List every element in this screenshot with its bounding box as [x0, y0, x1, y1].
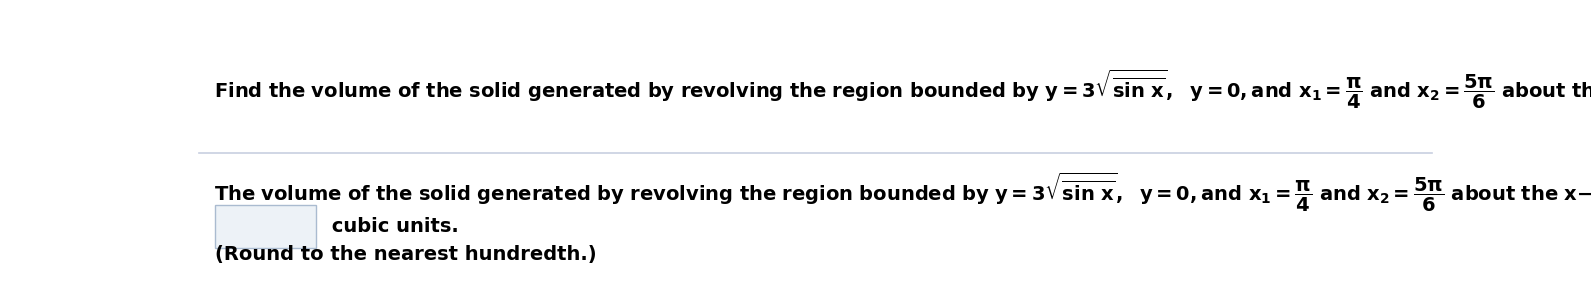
- Text: $\mathbf{The\ volume\ of\ the\ solid\ generated\ by\ revolving\ the\ region\ bou: $\mathbf{The\ volume\ of\ the\ solid\ ge…: [213, 171, 1591, 214]
- FancyBboxPatch shape: [215, 205, 317, 248]
- Text: $\mathbf{Find\ the\ volume\ of\ the\ solid\ generated\ by\ revolving\ the\ regio: $\mathbf{Find\ the\ volume\ of\ the\ sol…: [213, 67, 1591, 111]
- Text: (Round to the nearest hundredth.): (Round to the nearest hundredth.): [215, 245, 597, 264]
- Text: cubic units.: cubic units.: [325, 217, 458, 236]
